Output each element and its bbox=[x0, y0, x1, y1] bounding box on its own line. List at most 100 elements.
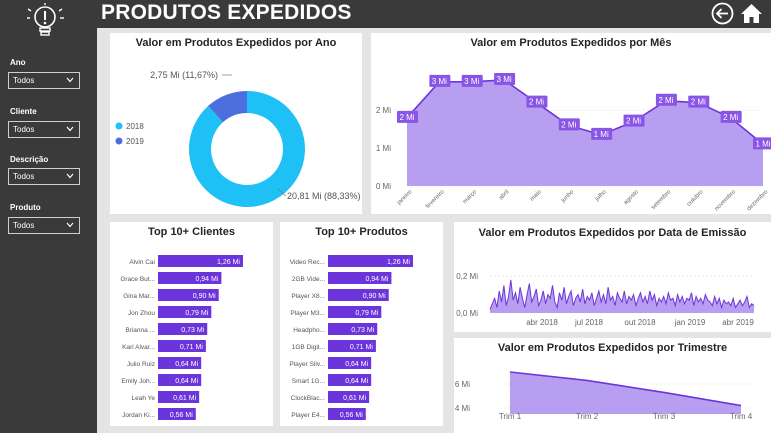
x-tick-label: Trim 1 bbox=[499, 412, 522, 421]
data-label-bg bbox=[429, 74, 451, 87]
data-label: 2 Mi bbox=[529, 98, 544, 107]
bar-category-label: Julio Ruiz bbox=[127, 361, 155, 368]
filter-label-produto: Produto bbox=[10, 203, 41, 212]
data-label: 2 Mi bbox=[626, 117, 641, 126]
bar bbox=[158, 340, 206, 352]
data-label-bg bbox=[688, 95, 710, 108]
bar bbox=[158, 323, 208, 335]
data-label-bg bbox=[558, 118, 580, 131]
bar-data-label: 0,94 Mi bbox=[365, 276, 388, 283]
bar-data-label: 0,64 Mi bbox=[175, 378, 198, 385]
bar bbox=[328, 391, 370, 403]
bar-data-label: 1,26 Mi bbox=[217, 259, 240, 266]
card-trimestre: Valor em Produtos Expedidos por Trimestr… bbox=[454, 338, 771, 433]
donut-slice bbox=[188, 91, 305, 208]
chart-title-produtos: Top 10+ Produtos bbox=[315, 226, 408, 238]
x-tick-label: abril bbox=[498, 189, 510, 201]
y-tick-label: 6 Mi bbox=[455, 380, 470, 389]
bar-data-label: 0,90 Mi bbox=[193, 293, 216, 300]
filter-label-ano: Ano bbox=[10, 58, 26, 67]
bar-data-label: 0,94 Mi bbox=[195, 276, 218, 283]
x-tick-label: março bbox=[462, 189, 478, 205]
x-tick-label: agosto bbox=[623, 189, 640, 206]
data-label: 2 Mi bbox=[399, 113, 414, 122]
area-fill bbox=[407, 79, 763, 186]
chevron-down-icon bbox=[66, 222, 74, 228]
donut-slice bbox=[208, 91, 247, 123]
home-icon[interactable] bbox=[740, 2, 763, 25]
bar-data-label: 1,26 Mi bbox=[387, 259, 410, 266]
filter-dropdown-ano[interactable]: Todos bbox=[8, 72, 80, 89]
y-tick-label: 2 Mi bbox=[376, 106, 391, 115]
x-tick-label: setembro bbox=[650, 189, 672, 211]
bar-category-label: Gina Mar... bbox=[123, 293, 155, 300]
x-tick-label: janeiro bbox=[396, 189, 414, 207]
filter-dropdown-produto[interactable]: Todos bbox=[8, 217, 80, 234]
data-label-bg bbox=[591, 127, 613, 140]
back-arrow-icon[interactable] bbox=[711, 2, 734, 25]
x-tick-label: outubro bbox=[686, 189, 705, 208]
bar-data-label: 0,56 Mi bbox=[170, 412, 193, 419]
bar-category-label: Alvin Cai bbox=[129, 259, 155, 266]
card-top-produtos: Top 10+ Produtos Video Rec... 1,26 Mi 2GB … bbox=[280, 222, 443, 426]
card-valor-por-mes: Valor em Produtos Expedidos por Mês 0 Mi… bbox=[371, 33, 771, 214]
bar-data-label: 0,73 Mi bbox=[181, 327, 204, 334]
emissao-area-chart: 0,2 Mi 0,0 Mi abr 2018 jul 2018 out 2018 jan … bbox=[456, 272, 754, 327]
data-label: 1 Mi bbox=[755, 139, 770, 148]
bar bbox=[328, 357, 372, 369]
x-tick-label: out 2018 bbox=[624, 318, 656, 327]
data-label-bg bbox=[623, 114, 645, 127]
filter-sidebar: Ano Todos Cliente Todos Descrição Todos … bbox=[0, 0, 97, 433]
bar bbox=[328, 340, 376, 352]
bar bbox=[158, 408, 196, 420]
data-label-bg bbox=[655, 93, 677, 106]
bar-category-label: Brianna ... bbox=[125, 327, 155, 334]
bar-category-label: Player Silv... bbox=[289, 361, 325, 368]
y-tick-label: 1 Mi bbox=[376, 144, 391, 153]
bar-data-label: 0,73 Mi bbox=[351, 327, 374, 334]
y-tick-label: 4 Mi bbox=[455, 404, 470, 413]
bar-category-label: Kari Alvar... bbox=[122, 344, 155, 351]
legend-label: 2019 bbox=[126, 137, 144, 146]
trimestre-area-chart: 6 Mi 4 Mi Trim 1 Trim 2 Trim 3 Trim 4 bbox=[455, 371, 753, 421]
bar bbox=[328, 306, 382, 318]
data-label-bg bbox=[494, 72, 516, 85]
x-tick-label: junho bbox=[560, 189, 576, 205]
x-tick-label: julho bbox=[594, 189, 608, 203]
bar-data-label: 0,71 Mi bbox=[180, 344, 203, 351]
bar-category-label: Grace But... bbox=[120, 276, 155, 283]
filter-dropdown-descricao[interactable]: Todos bbox=[8, 168, 80, 185]
page-title: PRODUTOS EXPEDIDOS bbox=[101, 1, 352, 24]
chevron-down-icon bbox=[66, 173, 74, 179]
chart-title-trimestre: Valor em Produtos Expedidos por Trimestr… bbox=[497, 342, 728, 354]
bar-data-label: 0,61 Mi bbox=[343, 395, 366, 402]
card-top-clientes: Top 10+ Clientes Alvin Cai 1,26 Mi Grace B… bbox=[110, 222, 273, 426]
bar-category-label: Video Rec... bbox=[290, 259, 325, 266]
bar bbox=[328, 289, 389, 301]
x-tick-label: Trim 3 bbox=[653, 412, 676, 421]
legend-marker bbox=[115, 122, 123, 130]
filter-dropdown-cliente[interactable]: Todos bbox=[8, 121, 80, 138]
chevron-down-icon bbox=[66, 126, 74, 132]
x-tick-label: maio bbox=[529, 189, 543, 203]
x-tick-label: jul 2018 bbox=[574, 318, 604, 327]
y-tick-label: 0,2 Mi bbox=[456, 272, 478, 281]
filter-label-descricao: Descrição bbox=[10, 155, 49, 164]
bar-category-label: 1GB Digit... bbox=[292, 344, 325, 351]
data-label-bg bbox=[461, 74, 483, 87]
chevron-down-icon bbox=[66, 77, 74, 83]
legend-marker bbox=[115, 137, 123, 145]
x-tick-label: jan 2019 bbox=[674, 318, 706, 327]
bar bbox=[158, 374, 202, 386]
filter-value-descricao: Todos bbox=[13, 172, 35, 181]
data-label: 3 Mi bbox=[464, 77, 479, 86]
data-label: 3 Mi bbox=[497, 75, 512, 84]
chart-title-ano: Valor em Produtos Expedidos por Ano bbox=[135, 37, 337, 49]
filter-value-ano: Todos bbox=[13, 76, 35, 85]
x-tick-label: dezembro bbox=[746, 189, 770, 213]
x-tick-label: abr 2018 bbox=[526, 318, 558, 327]
data-label: 2 Mi bbox=[561, 120, 576, 129]
header-bar: PRODUTOS EXPEDIDOS bbox=[97, 0, 771, 28]
bar bbox=[328, 408, 366, 420]
